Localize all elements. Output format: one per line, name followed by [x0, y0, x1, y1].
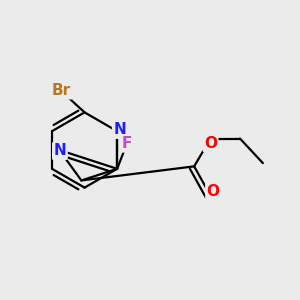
Text: F: F: [122, 136, 132, 151]
Text: N: N: [113, 122, 126, 137]
Text: Br: Br: [52, 83, 71, 98]
Text: N: N: [53, 143, 66, 158]
Text: O: O: [207, 184, 220, 200]
Text: O: O: [204, 136, 217, 151]
